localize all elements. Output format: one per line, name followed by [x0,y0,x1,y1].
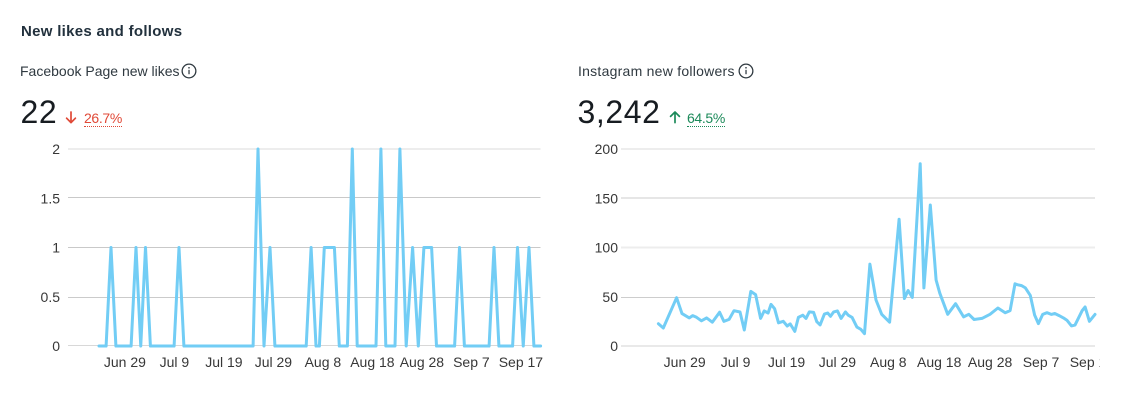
svg-text:Sep 17: Sep 17 [1070,354,1115,370]
svg-text:Jul 19: Jul 19 [205,354,243,370]
svg-text:Jul 9: Jul 9 [160,354,190,370]
svg-text:Jul 29: Jul 29 [819,354,857,370]
svg-text:50: 50 [602,289,618,305]
svg-text:Sep 17: Sep 17 [499,354,544,370]
svg-text:1: 1 [52,240,60,256]
svg-text:100: 100 [595,240,619,256]
svg-text:Jul 19: Jul 19 [768,354,806,370]
svg-text:Aug 18: Aug 18 [917,354,962,370]
svg-text:1.5: 1.5 [41,190,61,206]
svg-text:Aug 28: Aug 28 [968,354,1013,370]
svg-text:Jul 9: Jul 9 [721,354,751,370]
svg-text:Jun 29: Jun 29 [664,354,706,370]
svg-text:Aug 28: Aug 28 [400,354,445,370]
svg-text:0: 0 [52,338,60,354]
svg-text:2: 2 [52,141,60,157]
svg-text:Aug 8: Aug 8 [870,354,907,370]
svg-text:Jul 29: Jul 29 [255,354,293,370]
svg-text:0.5: 0.5 [41,289,61,305]
svg-text:200: 200 [595,141,619,157]
svg-text:Jun 29: Jun 29 [104,354,146,370]
svg-text:Aug 8: Aug 8 [305,354,342,370]
svg-text:0: 0 [610,338,618,354]
svg-text:150: 150 [595,190,619,206]
svg-text:Sep 7: Sep 7 [1023,354,1060,370]
svg-text:Sep 7: Sep 7 [453,354,490,370]
svg-text:Aug 18: Aug 18 [350,354,395,370]
